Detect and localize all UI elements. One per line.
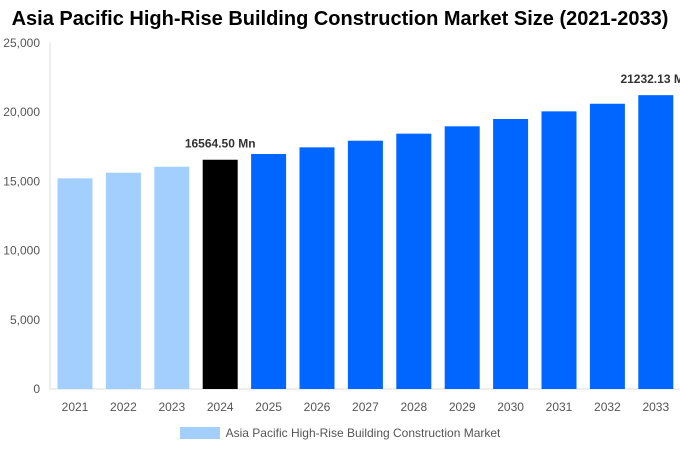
legend-swatch	[179, 427, 220, 439]
bar-2023	[154, 166, 190, 389]
x-tick-label: 2033	[642, 400, 669, 414]
x-tick-label: 2031	[546, 400, 573, 414]
legend: Asia Pacific High-Rise Building Construc…	[0, 426, 680, 440]
x-tick-label: 2021	[62, 400, 89, 414]
bar-2033	[638, 95, 674, 389]
y-tick-label: 25,000	[3, 36, 40, 50]
bar-2025	[251, 153, 287, 389]
x-tick-label: 2029	[449, 400, 476, 414]
y-tick-label: 20,000	[3, 105, 40, 119]
bar-2024	[202, 159, 238, 389]
bar-2026	[299, 147, 335, 389]
x-tick-label: 2027	[352, 400, 379, 414]
x-tick-label: 2030	[497, 400, 524, 414]
x-tick-label: 2026	[304, 400, 331, 414]
x-tick-label: 2028	[400, 400, 427, 414]
x-tick-label: 2024	[207, 400, 234, 414]
bar-2022	[105, 172, 141, 389]
bar-2030	[493, 118, 529, 389]
bar-2029	[444, 126, 480, 389]
x-tick-label: 2032	[594, 400, 621, 414]
x-tick-label: 2022	[110, 400, 137, 414]
y-tick-label: 0	[33, 382, 40, 396]
y-tick-label: 10,000	[3, 244, 40, 258]
bar-2032	[589, 103, 625, 389]
bar-2031	[541, 111, 577, 389]
y-tick-label: 5,000	[10, 313, 40, 327]
data-label: 21232.13 Mn	[620, 72, 680, 86]
data-label: 16564.50 Mn	[185, 137, 256, 151]
y-tick-label: 15,000	[3, 174, 40, 188]
x-tick-label: 2023	[158, 400, 185, 414]
legend-label: Asia Pacific High-Rise Building Construc…	[225, 426, 501, 440]
bar-2027	[347, 140, 383, 389]
bar-2028	[396, 133, 432, 389]
chart-title: Asia Pacific High-Rise Building Construc…	[11, 8, 669, 30]
x-tick-label: 2025	[255, 400, 282, 414]
bar-2021	[57, 178, 93, 389]
